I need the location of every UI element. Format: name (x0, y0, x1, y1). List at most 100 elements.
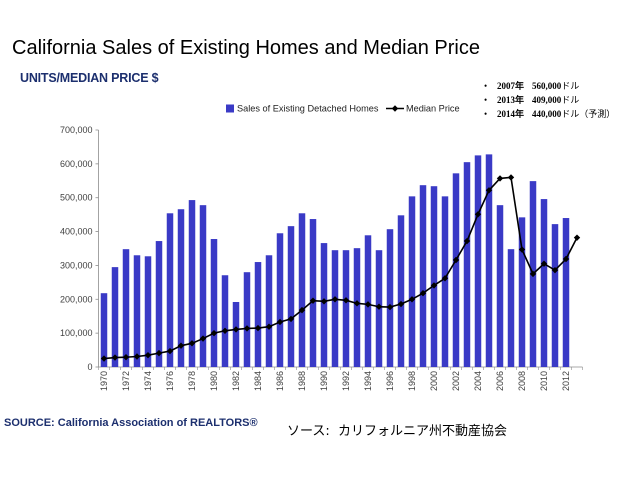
bullet-icon (484, 79, 497, 93)
median-price-point-1989 (309, 297, 317, 304)
median-price-point-1998 (408, 296, 416, 303)
bar-sales-2000 (430, 186, 438, 367)
annotation-year: 2014年 (497, 109, 525, 119)
median-price-point-1991 (331, 296, 339, 303)
median-price-point-1974 (144, 351, 152, 359)
bar-sales-2002 (452, 173, 460, 367)
x-tick-label: 1986 (275, 371, 285, 391)
median-price-point-1980 (210, 329, 218, 337)
median-price-point-1987 (287, 315, 295, 323)
bar-sales-1970 (100, 293, 108, 367)
median-price-point-1973 (133, 353, 141, 360)
bar-sales-1979 (199, 205, 207, 367)
median-price-point-2010 (540, 260, 548, 267)
y-tick-label: 100,000 (60, 328, 93, 338)
bar-sales-2003 (463, 162, 471, 367)
x-tick-label: 1972 (121, 371, 131, 391)
annotation-row: 2014年 440,000 ドル（予測） (484, 107, 615, 121)
median-price-point-1978 (188, 340, 196, 347)
bar-sales-1991 (331, 250, 339, 367)
median-price-point-1988 (298, 306, 306, 314)
median-price-series (100, 174, 581, 362)
y-tick-label: 400,000 (60, 227, 93, 237)
bar-sales-1999 (419, 185, 427, 367)
x-tick-label: 1980 (209, 371, 219, 391)
bar-sales-1973 (133, 255, 141, 367)
bar-sales-1987 (287, 226, 295, 367)
bar-sales-1975 (155, 241, 163, 367)
legend-swatch-sales (226, 104, 234, 113)
annotation-row: 2013年 409,000 ドル (484, 93, 615, 107)
median-price-point-1983 (243, 325, 251, 332)
median-price-point-2005 (485, 187, 493, 194)
median-price-point-2003 (463, 237, 471, 245)
x-tick-label: 1970 (99, 371, 109, 391)
bar-sales-1989 (309, 219, 317, 367)
x-tick-label: 2012 (561, 371, 571, 391)
median-price-point-1994 (364, 301, 372, 308)
legend-label-median: Median Price (406, 104, 460, 114)
legend-swatch-median-marker (391, 105, 399, 112)
bar-sales-1997 (397, 215, 405, 367)
source-credit-japanese: ソース: カリフォルニア州不動産協会 (287, 424, 507, 439)
bar-sales-1992 (342, 250, 350, 367)
annotation-row: 2007年 560,000 ドル (484, 79, 615, 93)
bar-sales-1971 (111, 267, 119, 367)
y-tick-label: 300,000 (60, 260, 93, 270)
bar-sales-1990 (320, 243, 328, 367)
annotation-unit: ドル（予測） (561, 109, 616, 119)
x-tick-label: 2004 (473, 371, 483, 391)
legend: Sales of Existing Detached Homes Median … (226, 104, 460, 114)
bar-sales-1986 (276, 233, 284, 367)
median-price-point-1976 (166, 347, 174, 355)
median-price-point-1999 (419, 289, 427, 297)
median-price-point-2006 (496, 175, 504, 182)
x-tick-label: 1974 (143, 371, 153, 391)
sales-bars (100, 154, 570, 367)
median-price-point-2013 (573, 234, 581, 241)
bar-sales-2001 (441, 196, 449, 367)
x-tick-label: 2000 (429, 371, 439, 391)
median-price-point-2004 (474, 211, 482, 218)
annotation-year: 2007年 (497, 81, 525, 91)
bullet-icon (484, 93, 497, 107)
x-tick-label: 1998 (407, 371, 417, 391)
annotation-price: 560,000 (532, 81, 562, 91)
median-price-point-1997 (397, 300, 405, 308)
x-tick-label: 1990 (319, 371, 329, 391)
y-tick-label: 0 (87, 362, 92, 372)
annotation-unit: ドル (561, 81, 580, 91)
bar-sales-1993 (353, 248, 361, 367)
y-tick-label: 600,000 (60, 159, 93, 169)
median-price-point-1984 (254, 324, 262, 332)
bar-sales-1981 (221, 275, 229, 367)
median-price-point-1985 (265, 323, 273, 330)
x-tick-label: 1996 (385, 371, 395, 391)
bar-sales-1976 (166, 213, 174, 367)
median-price-point-1986 (276, 318, 284, 326)
y-tick-label: 700,000 (60, 125, 93, 135)
bar-sales-2004 (474, 155, 482, 367)
median-price-point-2011 (551, 266, 559, 274)
bar-sales-1980 (210, 239, 218, 367)
x-tick-label: 2008 (517, 371, 527, 391)
x-tick-label: 2010 (539, 371, 549, 391)
bar-sales-1998 (408, 196, 416, 367)
median-price-point-2000 (430, 282, 438, 289)
chart-title: California Sales of Existing Homes and M… (12, 37, 480, 59)
median-price-point-2008 (518, 246, 526, 253)
median-price-line (103, 176, 578, 360)
x-tick-label: 2002 (451, 371, 461, 391)
annotation-price: 440,000 (532, 109, 562, 119)
median-price-point-1970 (100, 355, 108, 362)
median-price-point-1979 (199, 335, 207, 342)
chart-units-label: UNITS/MEDIAN PRICE $ (20, 71, 159, 85)
bar-sales-2010 (540, 199, 548, 367)
bar-sales-2005 (485, 154, 493, 367)
source-credit: SOURCE: California Association of REALTO… (4, 417, 258, 429)
x-tick-label: 1976 (165, 371, 175, 391)
bullet-icon (484, 107, 497, 121)
x-tick-label: 1988 (297, 371, 307, 391)
median-price-point-1975 (155, 349, 163, 357)
